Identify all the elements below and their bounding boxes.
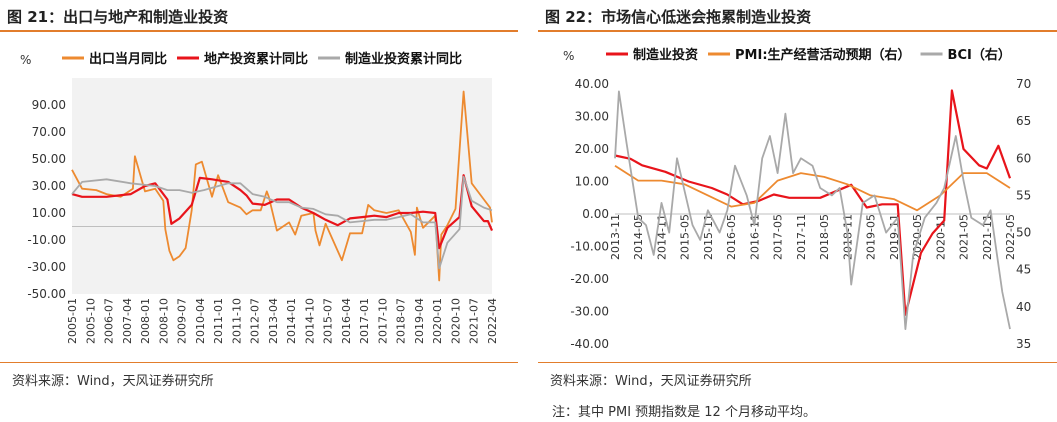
x-tick-label: 2016-05 xyxy=(725,214,738,260)
y-tick-label: -40.00 xyxy=(570,337,609,351)
y2-tick-label: 40 xyxy=(1016,300,1031,314)
right-bottom-rule xyxy=(538,362,1057,363)
y-tick-label: -50.00 xyxy=(27,287,66,301)
x-tick-label: 2019-05 xyxy=(865,214,878,260)
y2-tick-label: 65 xyxy=(1016,114,1031,128)
y-tick-label: 50.00 xyxy=(32,152,66,166)
y2-tick-label: 45 xyxy=(1016,263,1031,277)
right-chart-title: 图 22：市场信心低迷会拖累制造业投资 xyxy=(545,8,812,26)
x-tick-label: 2013-11 xyxy=(609,214,622,260)
x-tick-label: 2013-04 xyxy=(267,298,280,344)
y-tick-label: 30.00 xyxy=(32,179,66,193)
x-tick-label: 2005-10 xyxy=(84,298,97,344)
right-title-rule xyxy=(538,30,1057,32)
y2-tick-label: 70 xyxy=(1016,77,1031,91)
y-tick-label: -10.00 xyxy=(570,240,609,254)
x-tick-label: 2015-07 xyxy=(322,298,335,344)
left-source: 资料来源：Wind，天风证券研究所 xyxy=(12,374,214,389)
x-tick-label: 2017-11 xyxy=(795,214,808,260)
left-chart-panel: 图 21：出口与地产和制造业投资 -50.00 -30.00 -10.00 10.00… xyxy=(0,0,518,422)
y-tick-label: -10.00 xyxy=(27,233,66,247)
left-chart-svg: -50.00 -30.00 -10.00 10.00 30.00 50.00 70.00 90… xyxy=(20,51,499,344)
y-axis-unit: % xyxy=(563,49,574,63)
x-tick-label: 2011-01 xyxy=(212,298,225,344)
series-line-1 xyxy=(614,89,1012,316)
series-line-3 xyxy=(614,90,1011,331)
x-tick-label: 2018-07 xyxy=(395,298,408,344)
legend-label-3: 制造业投资累计同比 xyxy=(345,51,462,67)
y-axis-unit: % xyxy=(20,53,31,67)
x-tick-label: 2014-01 xyxy=(285,298,298,344)
x-tick-label: 2011-10 xyxy=(230,298,243,344)
x-tick-label: 2010-04 xyxy=(194,298,207,344)
x-tick-label: 2020-01 xyxy=(431,298,444,344)
legend-label-2: 地产投资累计同比 xyxy=(204,51,308,67)
x-tick-label: 2007-04 xyxy=(121,298,134,344)
y-tick-label: 70.00 xyxy=(32,125,66,139)
legend-label-1: 制造业投资 xyxy=(633,47,698,63)
y-tick-label: 90.00 xyxy=(32,98,66,112)
right-chart-svg: -40.00 -30.00 -20.00 -10.00 0.00 10.00 20.00 30… xyxy=(563,47,1031,351)
x-tick-label: 2017-05 xyxy=(772,214,785,260)
right-note: 注：其中 PMI 预期指数是 12 个月移动平均。 xyxy=(552,405,816,420)
y-tick-label: -30.00 xyxy=(27,260,66,274)
x-tick-label: 2017-01 xyxy=(358,298,371,344)
y-tick-label: 10.00 xyxy=(575,175,609,189)
x-tick-label: 2014-10 xyxy=(303,298,316,344)
x-tick-label: 2008-01 xyxy=(139,298,152,344)
y2-tick-label: 60 xyxy=(1016,151,1031,165)
x-tick-label: 2012-07 xyxy=(249,298,262,344)
x-tick-label: 2015-11 xyxy=(702,214,715,260)
y-tick-label: 10.00 xyxy=(32,206,66,220)
legend-label-2: PMI:生产经营活动预期（右） xyxy=(735,47,911,63)
y2-tick-label: 35 xyxy=(1016,337,1031,351)
x-tick-label: 2009-07 xyxy=(176,298,189,344)
x-tick-label: 2016-11 xyxy=(748,214,761,260)
y-tick-label: 20.00 xyxy=(575,142,609,156)
x-tick-label: 2021-07 xyxy=(468,298,481,344)
y-tick-label: -30.00 xyxy=(570,305,609,319)
y-tick-label: 40.00 xyxy=(575,77,609,91)
left-chart-title: 图 21：出口与地产和制造业投资 xyxy=(7,8,229,26)
x-tick-label: 2022-04 xyxy=(486,298,499,344)
x-tick-label: 2022-05 xyxy=(1004,214,1017,260)
x-tick-label: 2021-11 xyxy=(981,214,994,260)
legend-label-1: 出口当月同比 xyxy=(89,51,167,67)
x-tick-label: 2020-10 xyxy=(449,298,462,344)
x-tick-label: 2020-11 xyxy=(934,214,947,260)
x-tick-label: 2016-04 xyxy=(340,298,353,344)
x-tick-label: 2008-10 xyxy=(157,298,170,344)
y-tick-label: 0.00 xyxy=(582,207,609,221)
x-tick-label: 2005-01 xyxy=(66,298,79,344)
left-title-rule xyxy=(0,30,518,32)
x-tick-label: 2015-05 xyxy=(679,214,692,260)
left-bottom-rule xyxy=(0,362,518,363)
right-chart-panel: 图 22：市场信心低迷会拖累制造业投资 -40.00 -30.00 -20.00 -1… xyxy=(538,0,1057,422)
x-tick-label: 2014-05 xyxy=(632,214,645,260)
right-source: 资料来源：Wind，天风证券研究所 xyxy=(550,374,752,389)
x-tick-label: 2006-07 xyxy=(103,298,116,344)
y-tick-label: 30.00 xyxy=(575,110,609,124)
y2-tick-label: 55 xyxy=(1016,188,1031,202)
series-line-1 xyxy=(71,90,493,282)
x-tick-label: 2021-05 xyxy=(958,214,971,260)
legend-label-3: BCI（右） xyxy=(948,47,1011,63)
y-tick-label: -20.00 xyxy=(570,272,609,286)
series-line-2 xyxy=(614,164,1011,212)
x-tick-label: 2017-10 xyxy=(376,298,389,344)
x-tick-label: 2018-05 xyxy=(818,214,831,260)
plot-background xyxy=(72,78,492,294)
y2-tick-label: 50 xyxy=(1016,226,1031,240)
series-line-3 xyxy=(71,175,493,270)
x-tick-label: 2019-04 xyxy=(413,298,426,344)
